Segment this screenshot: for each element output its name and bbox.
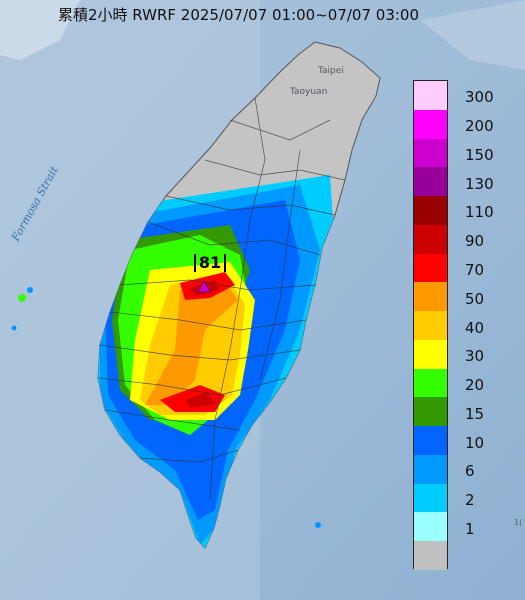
color-legend xyxy=(413,80,448,570)
edge-label: 1( xyxy=(514,518,523,527)
legend-tick-label: 6 xyxy=(465,462,475,481)
legend-tick-label: 130 xyxy=(465,174,494,193)
legend-tick-label: 20 xyxy=(465,376,485,395)
legend-tick-label: 2 xyxy=(465,491,475,510)
taipei-label: Taipei xyxy=(318,66,344,76)
legend-tick-label: 150 xyxy=(465,145,494,164)
taoyuan-label: Taoyuan xyxy=(290,87,328,97)
legend-tick-label: 1 xyxy=(465,519,475,538)
county-boundaries xyxy=(97,97,346,501)
legend-tick-label: 30 xyxy=(465,347,485,366)
legend-swatch xyxy=(414,368,447,398)
legend-tick-label: 90 xyxy=(465,232,485,251)
legend-swatch xyxy=(414,311,447,340)
legend-tick-label: 200 xyxy=(465,117,494,136)
rain-area-50mm xyxy=(145,278,238,405)
offshore-rain-cell xyxy=(315,522,321,528)
legend-swatch xyxy=(414,512,447,541)
rainfall-fields xyxy=(98,175,335,548)
max-rain-triangle xyxy=(197,280,211,293)
legend-swatch xyxy=(414,282,447,311)
rain-area-90mm xyxy=(185,392,215,408)
legend-swatch xyxy=(414,167,447,196)
offshore-rain-cell xyxy=(27,287,33,293)
cloud-texture xyxy=(0,0,80,60)
offshore-rain-cell xyxy=(11,325,17,331)
legend-tick-label: 15 xyxy=(465,404,485,423)
legend-tick-label: 110 xyxy=(465,203,494,222)
legend-swatch xyxy=(414,138,447,168)
legend-swatch xyxy=(414,426,447,455)
max-rain-label: 81 xyxy=(194,254,226,272)
legend-tick-label: 50 xyxy=(465,289,485,308)
legend-swatch xyxy=(414,339,447,369)
legend-swatch xyxy=(414,224,447,254)
legend-tick-label: 300 xyxy=(465,88,494,107)
legend-tick-label: 10 xyxy=(465,433,485,452)
legend-swatch xyxy=(414,541,447,570)
legend-swatch xyxy=(414,397,447,426)
legend-tick-label: 70 xyxy=(465,260,485,279)
legend-swatch xyxy=(414,81,447,110)
legend-swatch xyxy=(414,196,447,225)
cloud-texture xyxy=(420,0,525,70)
legend-swatch xyxy=(414,454,447,484)
offshore-rain-cell xyxy=(18,294,26,302)
legend-swatch xyxy=(414,253,447,283)
legend-tick-label: 40 xyxy=(465,318,485,337)
legend-swatch xyxy=(414,109,447,139)
legend-swatch xyxy=(414,483,447,513)
map-title: 累積2小時 RWRF 2025/07/07 01:00~07/07 03:00 xyxy=(58,6,420,24)
